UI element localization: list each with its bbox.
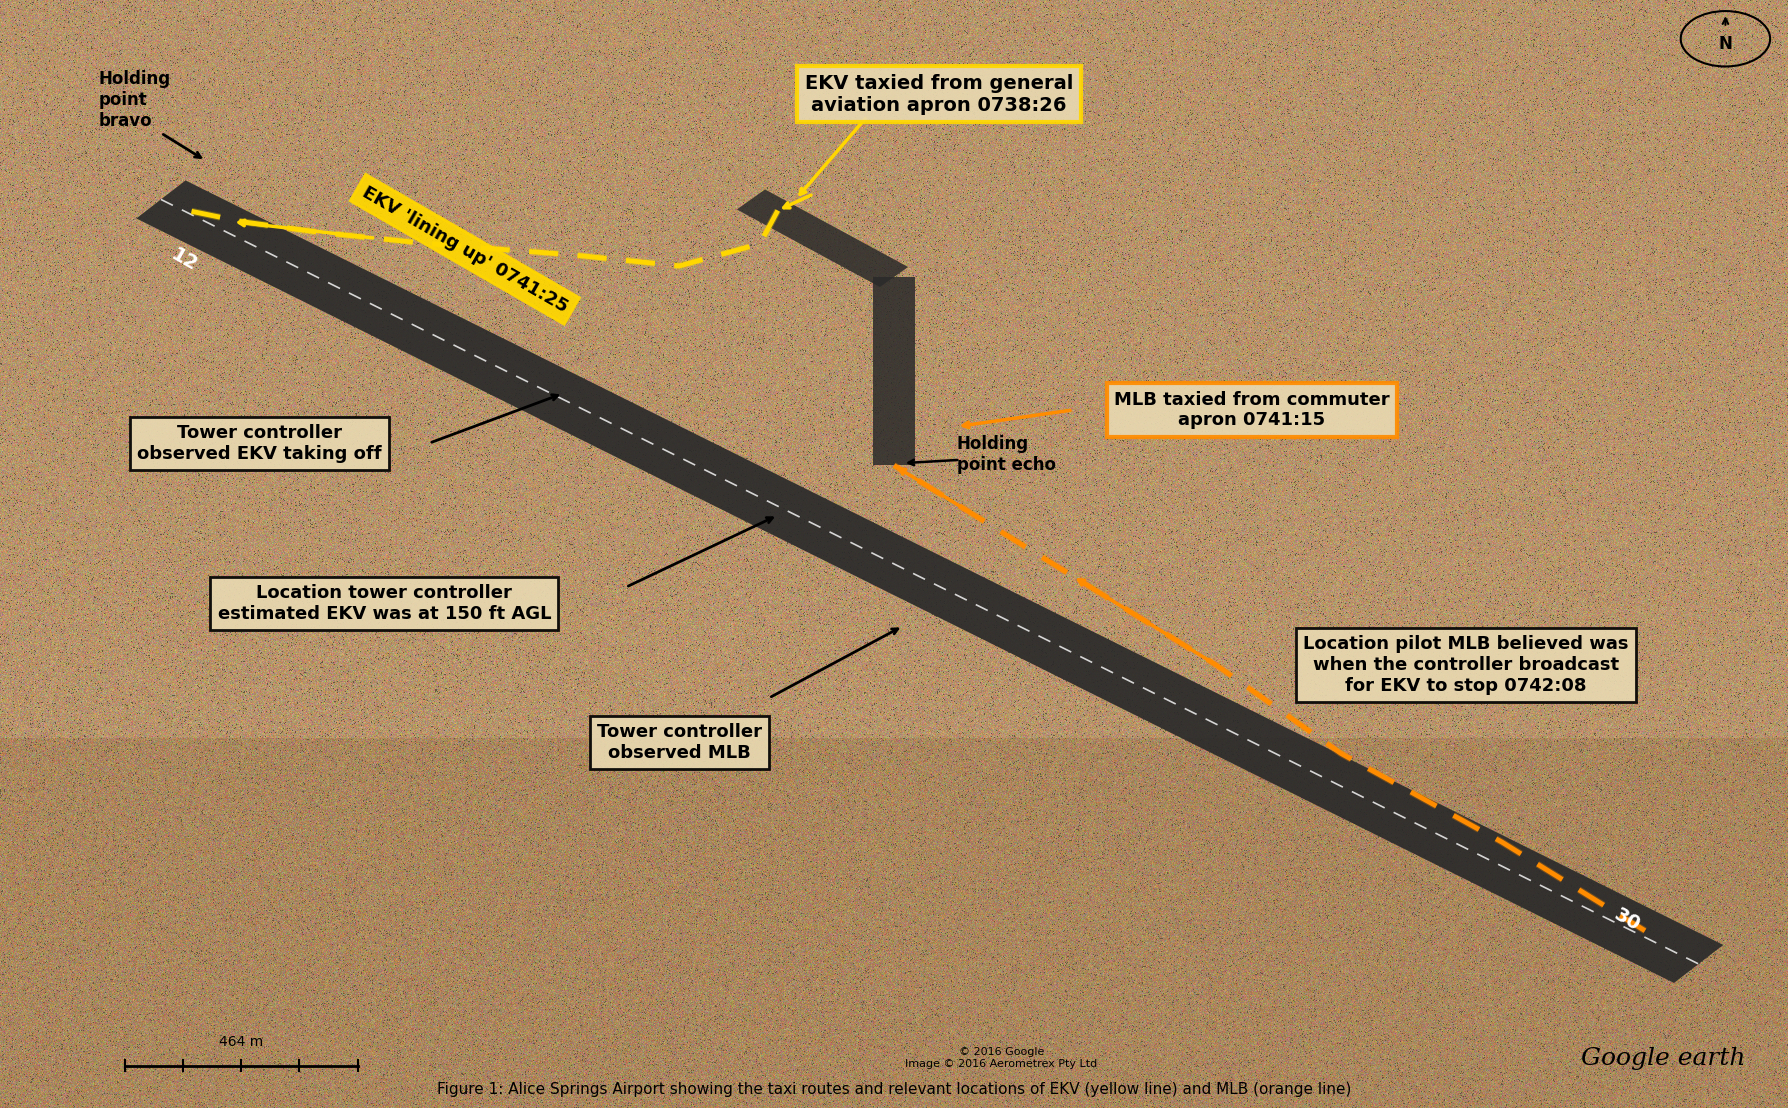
- Polygon shape: [873, 277, 915, 465]
- Text: 12: 12: [168, 245, 200, 276]
- Text: Tower controller
observed MLB: Tower controller observed MLB: [597, 722, 762, 762]
- Text: 464 m: 464 m: [220, 1035, 263, 1049]
- Polygon shape: [737, 189, 908, 287]
- Text: Tower controller
observed EKV taking off: Tower controller observed EKV taking off: [138, 423, 381, 463]
- Text: MLB taxied from commuter
apron 0741:15: MLB taxied from commuter apron 0741:15: [1114, 390, 1389, 430]
- Polygon shape: [136, 181, 1724, 983]
- Text: Location tower controller
estimated EKV was at 150 ft AGL: Location tower controller estimated EKV …: [218, 584, 551, 624]
- Text: 30: 30: [1611, 905, 1643, 934]
- Text: EKV 'lining up' 0741:25: EKV 'lining up' 0741:25: [359, 183, 570, 316]
- Text: Location pilot MLB believed was
when the controller broadcast
for EKV to stop 07: Location pilot MLB believed was when the…: [1303, 635, 1629, 695]
- Text: Google earth: Google earth: [1581, 1047, 1745, 1069]
- Text: Figure 1: Alice Springs Airport showing the taxi routes and relevant locations o: Figure 1: Alice Springs Airport showing …: [436, 1081, 1352, 1097]
- Text: N: N: [1718, 35, 1733, 53]
- Text: EKV taxied from general
aviation apron 0738:26: EKV taxied from general aviation apron 0…: [805, 73, 1073, 115]
- Text: Holding
point
bravo: Holding point bravo: [98, 70, 170, 130]
- Text: Holding
point echo: Holding point echo: [957, 434, 1055, 474]
- Text: © 2016 Google
Image © 2016 Aerometrex Pty Ltd: © 2016 Google Image © 2016 Aerometrex Pt…: [905, 1047, 1098, 1069]
